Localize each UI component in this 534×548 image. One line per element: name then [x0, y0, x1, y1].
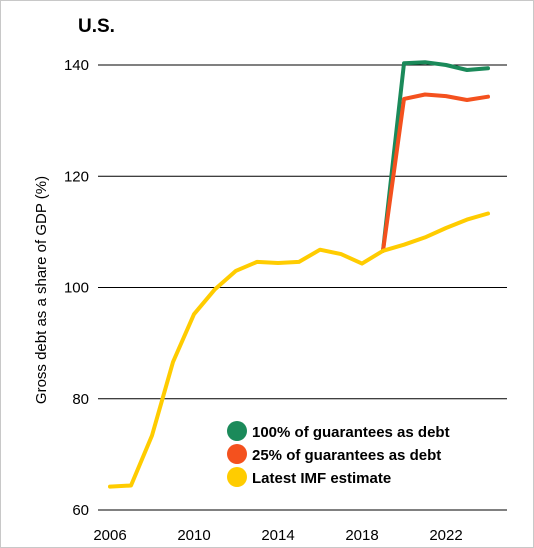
y-tick-label: 120 [64, 168, 89, 185]
series-line-3 [108, 211, 490, 489]
legend-marker-3 [227, 467, 247, 487]
series-line-2 [381, 92, 490, 253]
x-tick-label: 2018 [345, 527, 378, 544]
y-tick-labels: 60 80 100 120 140 [64, 57, 89, 519]
x-tick-label: 2022 [429, 527, 462, 544]
legend-label-2: 25% of guarantees as debt [252, 447, 441, 464]
legend: 100% of guarantees as debt 25% of guarant… [227, 421, 450, 487]
series-line-1 [381, 60, 490, 253]
x-tick-label: 2006 [93, 527, 126, 544]
x-tick-labels: 2006 2010 2014 2018 2022 [93, 527, 462, 544]
x-tick-label: 2010 [177, 527, 210, 544]
legend-label-1: 100% of guarantees as debt [252, 424, 450, 441]
legend-label-3: Latest IMF estimate [252, 470, 391, 487]
y-tick-label: 80 [72, 391, 89, 408]
y-tick-label: 60 [72, 502, 89, 519]
chart-title: U.S. [78, 16, 115, 37]
y-tick-label: 100 [64, 280, 89, 297]
x-tick-label: 2014 [261, 527, 294, 544]
series-lines [108, 60, 490, 489]
gridlines [98, 64, 507, 511]
legend-marker-2 [227, 444, 247, 464]
legend-marker-1 [227, 421, 247, 441]
y-tick-label: 140 [64, 57, 89, 74]
y-axis-label: Gross debt as a share of GDP (%) [33, 176, 50, 404]
